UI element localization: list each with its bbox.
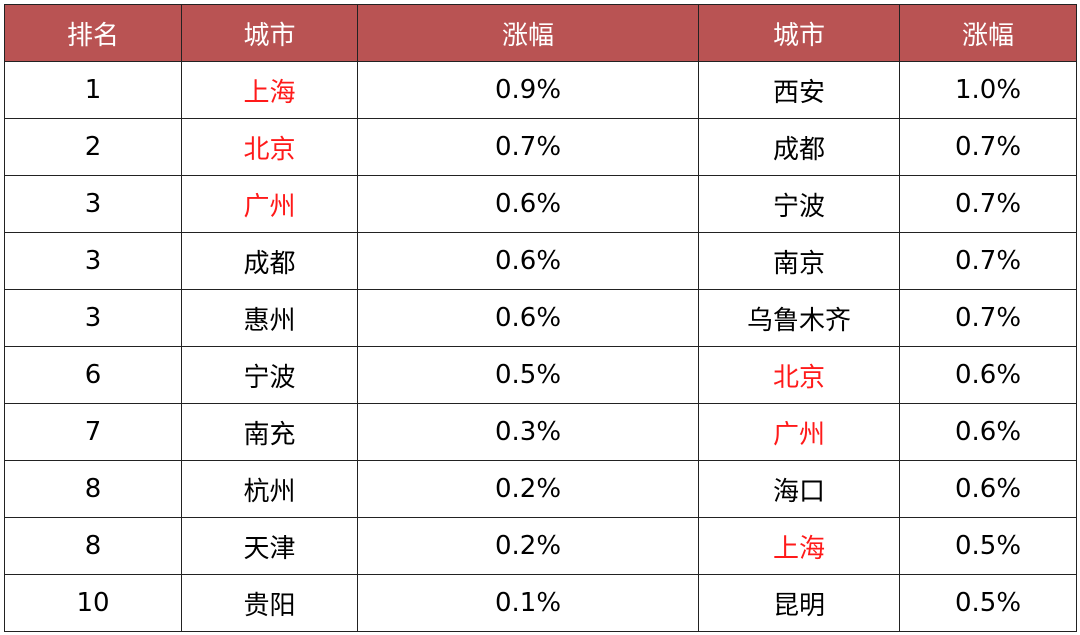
table-row: 7 南充 0.3% 广州 0.6% — [4, 403, 1077, 461]
rank-cell: 8 — [4, 460, 182, 518]
change-cell-2: 0.6% — [899, 460, 1077, 518]
city-cell-2: 广州 — [698, 403, 900, 461]
city-cell-1: 惠州 — [181, 289, 358, 347]
rank-cell: 2 — [4, 118, 182, 176]
city-cell-2: 乌鲁木齐 — [698, 289, 900, 347]
header-change-1: 涨幅 — [357, 4, 699, 62]
city-cell-2: 成都 — [698, 118, 900, 176]
rank-cell: 3 — [4, 232, 182, 290]
header-city-1: 城市 — [181, 4, 358, 62]
table-row: 8 杭州 0.2% 海口 0.6% — [4, 460, 1077, 518]
city-cell-1: 北京 — [181, 118, 358, 176]
rank-cell: 6 — [4, 346, 182, 404]
city-cell-2: 昆明 — [698, 574, 900, 632]
header-city-2: 城市 — [698, 4, 900, 62]
city-cell-2: 西安 — [698, 61, 900, 119]
header-change-2: 涨幅 — [899, 4, 1077, 62]
rank-cell: 8 — [4, 517, 182, 575]
change-cell-1: 0.2% — [357, 460, 699, 518]
change-cell-1: 0.2% — [357, 517, 699, 575]
table-row: 1 上海 0.9% 西安 1.0% — [4, 61, 1077, 119]
change-cell-2: 0.5% — [899, 517, 1077, 575]
ranking-table: 排名 城市 涨幅 城市 涨幅 1 上海 0.9% 西安 1.0% 2 北京 0.7% 成都 0.7… — [4, 4, 1077, 632]
city-cell-1: 南充 — [181, 403, 358, 461]
city-cell-2: 宁波 — [698, 175, 900, 233]
city-cell-1: 宁波 — [181, 346, 358, 404]
change-cell-2: 0.7% — [899, 118, 1077, 176]
change-cell-2: 0.6% — [899, 346, 1077, 404]
table-row: 3 惠州 0.6% 乌鲁木齐 0.7% — [4, 289, 1077, 347]
table-row: 3 成都 0.6% 南京 0.7% — [4, 232, 1077, 290]
change-cell-2: 0.7% — [899, 232, 1077, 290]
header-rank: 排名 — [4, 4, 182, 62]
change-cell-1: 0.5% — [357, 346, 699, 404]
rank-cell: 3 — [4, 175, 182, 233]
city-cell-1: 广州 — [181, 175, 358, 233]
rank-cell: 7 — [4, 403, 182, 461]
city-cell-1: 杭州 — [181, 460, 358, 518]
change-cell-1: 0.6% — [357, 232, 699, 290]
rank-cell: 1 — [4, 61, 182, 119]
change-cell-2: 0.7% — [899, 289, 1077, 347]
table-row: 6 宁波 0.5% 北京 0.6% — [4, 346, 1077, 404]
city-cell-2: 上海 — [698, 517, 900, 575]
table-row: 3 广州 0.6% 宁波 0.7% — [4, 175, 1077, 233]
city-cell-1: 上海 — [181, 61, 358, 119]
change-cell-1: 0.6% — [357, 289, 699, 347]
table-row: 8 天津 0.2% 上海 0.5% — [4, 517, 1077, 575]
rank-cell: 10 — [4, 574, 182, 632]
change-cell-1: 0.9% — [357, 61, 699, 119]
city-cell-1: 贵阳 — [181, 574, 358, 632]
header-row: 排名 城市 涨幅 城市 涨幅 — [4, 4, 1077, 62]
city-cell-1: 成都 — [181, 232, 358, 290]
change-cell-1: 0.3% — [357, 403, 699, 461]
change-cell-2: 1.0% — [899, 61, 1077, 119]
city-cell-2: 北京 — [698, 346, 900, 404]
city-cell-2: 海口 — [698, 460, 900, 518]
city-cell-2: 南京 — [698, 232, 900, 290]
change-cell-1: 0.1% — [357, 574, 699, 632]
rank-cell: 3 — [4, 289, 182, 347]
change-cell-1: 0.7% — [357, 118, 699, 176]
change-cell-1: 0.6% — [357, 175, 699, 233]
table-row: 10 贵阳 0.1% 昆明 0.5% — [4, 574, 1077, 632]
table-row: 2 北京 0.7% 成都 0.7% — [4, 118, 1077, 176]
city-cell-1: 天津 — [181, 517, 358, 575]
change-cell-2: 0.7% — [899, 175, 1077, 233]
change-cell-2: 0.6% — [899, 403, 1077, 461]
change-cell-2: 0.5% — [899, 574, 1077, 632]
